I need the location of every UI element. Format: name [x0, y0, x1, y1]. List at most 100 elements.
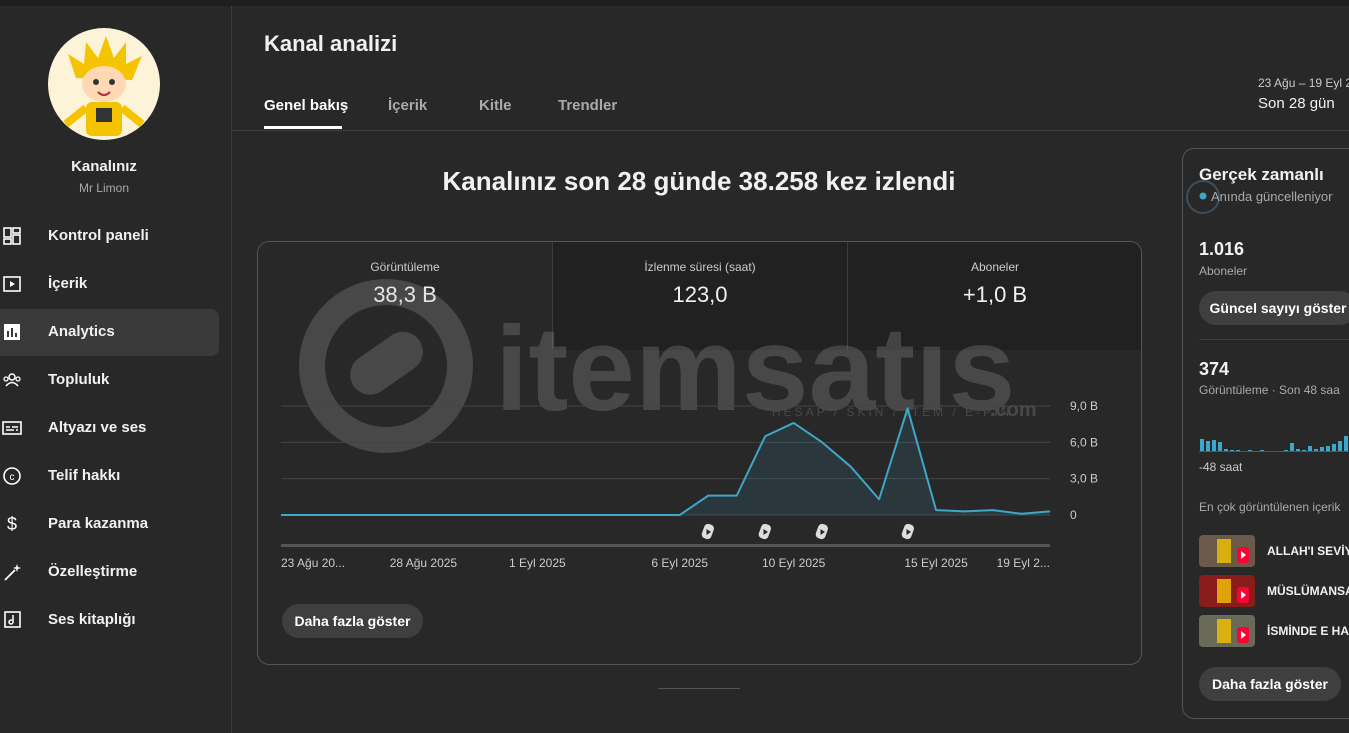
nav-item[interactable]: Kontrol paneli	[0, 213, 219, 260]
date-range[interactable]: 23 Ağu – 19 Eyl 2	[1258, 76, 1349, 90]
realtime-bar	[1284, 450, 1288, 451]
thumbnail	[1199, 535, 1255, 567]
realtime-bar	[1302, 450, 1306, 451]
divider	[232, 130, 1349, 131]
realtime-bar	[1260, 450, 1264, 451]
x-tick-label: 28 Ağu 2025	[390, 556, 458, 570]
metric[interactable]: Aboneler +1,0 B	[847, 242, 1141, 350]
svg-text:c: c	[10, 472, 15, 483]
nav-label: Ses kitaplığı	[48, 611, 136, 628]
status-dot	[1186, 180, 1220, 214]
nav-item[interactable]: Altyazı ve ses	[0, 405, 219, 452]
watermark-suffix: .com	[990, 399, 1037, 421]
metric[interactable]: Görüntüleme 38,3 B	[258, 242, 552, 350]
svg-text:$: $	[7, 514, 17, 534]
x-tick-label: 10 Eyl 2025	[762, 556, 826, 570]
top-content-title: En çok görüntülenen içerik	[1199, 500, 1341, 514]
views-count: 374	[1199, 359, 1230, 379]
x-tick-label: 6 Eyl 2025	[651, 556, 708, 570]
tab[interactable]: İçerik	[388, 97, 428, 114]
realtime-bar	[1320, 447, 1324, 451]
overview-card: Görüntüleme 38,3 B İzlenme süresi (saat)…	[257, 241, 1142, 665]
nav-item[interactable]: İçerik	[0, 261, 219, 308]
top-content-item[interactable]: ALLAH'I SEVİY	[1199, 535, 1349, 567]
top-bar	[0, 0, 1349, 6]
x-tick-label: 15 Eyl 2025	[904, 556, 968, 570]
live-count-button[interactable]: Güncel sayıyı göster	[1199, 291, 1349, 325]
nav-icon: $	[7, 514, 17, 534]
shorts-marker[interactable]	[901, 523, 916, 541]
shorts-marker[interactable]	[701, 523, 716, 541]
tab[interactable]: Kitle	[479, 97, 512, 114]
y-tick-label: 0	[1070, 508, 1077, 522]
realtime-bar	[1248, 450, 1252, 451]
nav-item[interactable]: Ses kitaplığı	[0, 597, 219, 644]
x-tick-label: 23 Ağu 20...	[281, 556, 345, 570]
tab[interactable]: Trendler	[558, 97, 618, 114]
nav-icon	[3, 373, 21, 387]
nav-label: Telif hakkı	[48, 467, 121, 484]
nav-icon	[4, 611, 21, 628]
area-fill	[281, 408, 1050, 515]
avatar[interactable]	[48, 28, 160, 140]
nav-label: Altyazı ve ses	[48, 419, 147, 436]
channel-name: Mr Limon	[78, 181, 129, 195]
metric[interactable]: İzlenme süresi (saat) 123,0	[552, 242, 847, 350]
watermark-tagline: HESAP / SKIN / ITEM / E-PIN	[772, 405, 1012, 419]
nav-label: İçerik	[48, 275, 88, 292]
sidebar: Kanalınız Mr Limon Kontrol paneli İçerik A…	[0, 6, 232, 733]
realtime-bar	[1296, 449, 1300, 451]
nav-label: Özelleştirme	[48, 563, 138, 580]
nav-icon	[3, 227, 21, 245]
realtime-status: Anında güncelleniyor	[1211, 189, 1333, 204]
line	[281, 407, 1051, 516]
thumbnail	[1199, 615, 1255, 647]
realtime-bar	[1218, 442, 1222, 451]
top-content-item[interactable]: MÜSLÜMANSA	[1199, 575, 1349, 607]
realtime-bar	[1200, 439, 1204, 451]
top-content-title: ALLAH'I SEVİY	[1267, 544, 1349, 558]
nav-item[interactable]: Özelleştirme	[0, 549, 219, 596]
nav-label: Kontrol paneli	[48, 227, 149, 244]
headline: Kanalınız son 28 günde 38.258 kez izlend…	[442, 166, 956, 196]
metric-value: 123,0	[672, 282, 728, 307]
metric-value: +1,0 B	[962, 282, 1028, 307]
realtime-card: Gerçek zamanlı Anında güncelleniyor 1.01…	[1182, 148, 1349, 719]
realtime-bar	[1224, 449, 1228, 451]
y-tick-label: 3,0 B	[1070, 472, 1098, 486]
realtime-bars	[1199, 436, 1349, 452]
y-tick-label: 9,0 B	[1070, 399, 1098, 413]
realtime-bar	[1332, 444, 1336, 451]
tab[interactable]: Genel bakış	[264, 97, 349, 114]
realtime-bar	[1308, 446, 1312, 451]
more-button[interactable]: Daha fazla göster	[1199, 667, 1341, 701]
nav-item[interactable]: $ Para kazanma	[0, 501, 219, 548]
realtime-bar	[1344, 436, 1348, 451]
subscriber-label: Aboneler	[1199, 264, 1248, 278]
nav-item[interactable]: Analytics	[0, 309, 219, 356]
thumbnail	[1199, 575, 1255, 607]
page-title: Kanal analizi	[264, 31, 398, 56]
x-tick-label: 1 Eyl 2025	[509, 556, 566, 570]
realtime-bar	[1314, 449, 1318, 451]
nav-label: Topluluk	[48, 371, 110, 388]
bars-axis-label: -48 saat	[1199, 460, 1243, 474]
nav-label: Para kazanma	[48, 515, 149, 532]
nav-item[interactable]: Topluluk	[0, 357, 219, 404]
nav-icon: c	[3, 467, 21, 485]
shorts-marker[interactable]	[815, 523, 830, 541]
nav-icon	[4, 564, 21, 581]
metric-value: 38,3 B	[373, 282, 437, 307]
top-content-item[interactable]: İSMİNDE E HA	[1199, 615, 1349, 647]
nav-label: Analytics	[48, 323, 115, 340]
period[interactable]: Son 28 gün	[1258, 95, 1335, 112]
shorts-marker[interactable]	[758, 523, 773, 541]
nav-item[interactable]: c Telif hakkı	[0, 453, 219, 500]
channel-title: Kanalınız	[71, 158, 137, 175]
x-tick-label: 19 Eyl 2...	[997, 556, 1050, 570]
tab-underline	[264, 126, 342, 129]
more-button[interactable]: Daha fazla göster	[282, 604, 423, 638]
realtime-bar	[1206, 441, 1210, 451]
